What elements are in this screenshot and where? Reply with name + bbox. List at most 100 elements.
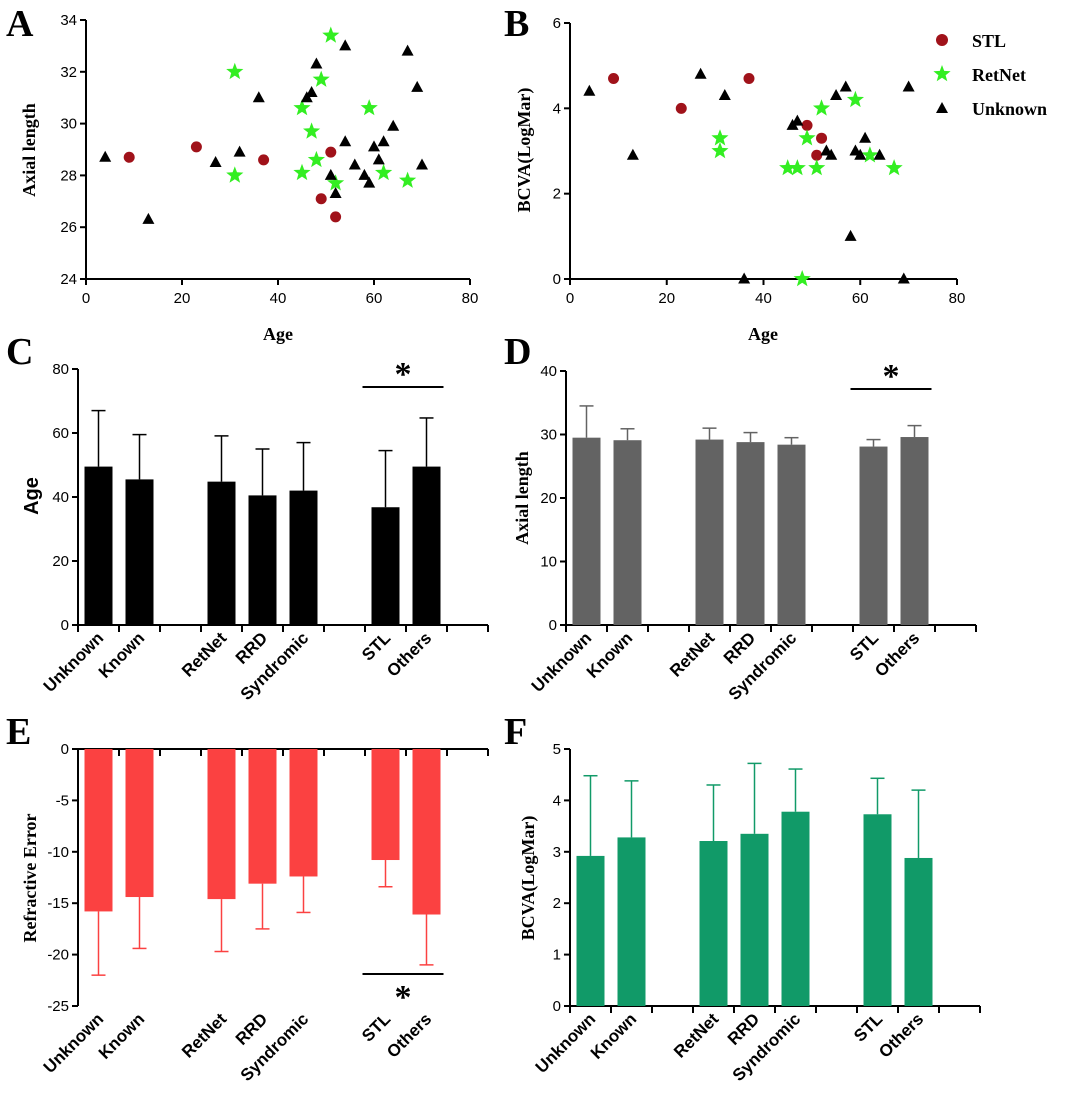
panel-a-point-stl <box>190 141 202 153</box>
panel-f-y-tick-label: 3 <box>553 844 561 861</box>
panel-f-y-tick-label: 2 <box>553 895 561 912</box>
legend-unknown-marker <box>936 102 948 113</box>
panel-a-point-unknown <box>99 150 112 162</box>
panel-b-y-tick-label: 6 <box>553 15 561 32</box>
panel-a-y-tick-label: 24 <box>60 271 77 288</box>
panel-f-bar-rrd <box>740 833 769 1006</box>
panel-a-point-unknown <box>233 145 246 157</box>
panel-a-y-label: Axial length <box>19 103 39 197</box>
panel-f-category-label: Others <box>875 1009 927 1061</box>
panel-b-point-stl <box>743 72 755 84</box>
panel-b-point-unknown <box>583 84 596 96</box>
panel-a-point-retnet <box>312 70 330 87</box>
panel-a-point-retnet <box>327 174 345 191</box>
panel-b-x-tick-label: 60 <box>852 290 869 307</box>
panel-b-point-retnet <box>861 146 879 163</box>
panel-b-point-unknown <box>854 148 867 160</box>
panel-a-point-unknown <box>358 168 371 180</box>
panel-b-x-tick-label: 0 <box>566 290 574 307</box>
panel-e-y-tick-label: 0 <box>61 741 69 758</box>
panel-a-point-stl <box>330 211 342 223</box>
panel-e-bar-stl <box>371 749 400 861</box>
panel-e-category-label: Known <box>95 1009 148 1062</box>
panel-a-point-retnet <box>307 150 325 168</box>
panel-a-point-unknown <box>324 168 337 180</box>
panel-f-category-label: RetNet <box>670 1009 722 1061</box>
panel-e-bar-others <box>412 749 441 915</box>
panel-d-category-label: Known <box>583 628 636 681</box>
panel-letter-e: E <box>6 711 31 753</box>
panel-e-bar-retnet <box>207 749 236 900</box>
panel-b-point-unknown <box>830 89 843 101</box>
panel-c-bar-stl <box>371 507 400 625</box>
panel-b-scatter: B Age BCVA(LogMar) STL RetNet Unknown 0 2… <box>504 3 1047 344</box>
panel-a-point-unknown <box>377 135 390 147</box>
panel-a-y-tick-label: 30 <box>60 116 77 133</box>
panel-a-scatter: A Age Axial length 24 26 28 30 32 34 0 20 40 60 80 <box>6 3 478 344</box>
panel-b-x-tick-label: 20 <box>658 290 675 307</box>
panel-d-y-tick-label: 0 <box>549 617 557 634</box>
panel-c-category-label: STL <box>358 628 394 664</box>
panel-d-y-label: Axial length <box>512 451 532 545</box>
panel-c-category-label: Unknown <box>40 628 108 696</box>
panel-a-point-unknown <box>387 119 400 131</box>
panel-a-y-tick-label: 26 <box>60 219 77 236</box>
panel-b-point-retnet <box>798 129 816 146</box>
panel-d-bar-rrd <box>736 442 765 625</box>
panel-e-y-tick-label: -15 <box>47 895 69 912</box>
legend-retnet-marker <box>933 65 951 82</box>
panel-a-point-retnet <box>322 26 340 43</box>
panel-f-y-tick-label: 1 <box>553 947 561 964</box>
panel-b-point-stl <box>811 149 823 161</box>
panel-d-bar-unknown <box>572 437 601 625</box>
panel-d-y-tick-label: 10 <box>540 554 557 571</box>
panel-a-y-tick-label: 28 <box>60 167 77 184</box>
panel-b-point-retnet <box>779 159 797 176</box>
panel-a-point-unknown <box>142 212 155 224</box>
panel-c-y-tick-label: 0 <box>61 617 69 634</box>
panel-f-bar-known <box>617 837 646 1006</box>
panel-a-point-stl <box>123 151 135 163</box>
panel-e-bar: E Refractive Error 0 -5 -10 -15 -20 -25Unknow… <box>6 711 489 1085</box>
panel-f-category-label: Known <box>587 1009 640 1062</box>
legend-retnet-label: RetNet <box>972 65 1026 85</box>
panel-e-y-tick-label: -5 <box>56 792 69 809</box>
panel-b-y-label: BCVA(LogMar) <box>514 88 535 213</box>
panel-a-point-unknown <box>329 187 342 199</box>
panel-d-bar-syndromic <box>777 444 806 625</box>
panel-d-y-tick-label: 40 <box>540 363 557 380</box>
panel-a-point-unknown <box>411 80 424 92</box>
panel-f-y-tick-label: 5 <box>553 741 561 758</box>
panel-b-x-tick-label: 40 <box>755 290 772 307</box>
panel-d-bar-retnet <box>695 439 724 625</box>
panel-b-point-unknown <box>897 272 910 284</box>
panel-d-category-label: STL <box>846 628 882 664</box>
panel-a-x-tick-label: 20 <box>174 290 191 307</box>
panel-b-point-unknown <box>791 114 804 126</box>
panel-b-point-unknown <box>694 67 707 79</box>
panel-b-point-unknown <box>844 229 857 241</box>
panel-f-bar-syndromic <box>781 811 810 1006</box>
panel-d-y-tick-label: 30 <box>540 427 557 444</box>
panel-a-y-tick-label: 34 <box>60 12 77 29</box>
panel-b-x-tick-label: 80 <box>949 290 966 307</box>
panel-d-category-label: Unknown <box>528 628 596 696</box>
panel-a-point-unknown <box>348 158 361 170</box>
panel-e-y-tick-label: -10 <box>47 844 69 861</box>
panel-c-bar-unknown <box>84 466 113 625</box>
panel-b-point-retnet <box>885 159 903 176</box>
panel-a-point-retnet <box>293 99 311 116</box>
panel-e-category-label: Others <box>383 1009 435 1061</box>
panel-a-point-unknown <box>339 39 352 51</box>
panel-a-point-unknown <box>372 153 385 165</box>
panel-c-bar-retnet <box>207 481 236 625</box>
panel-letter-f: F <box>504 711 527 753</box>
legend-stl-marker <box>936 34 948 46</box>
panel-c-category-label: Others <box>383 628 435 680</box>
panel-a-point-unknown <box>401 44 414 56</box>
panel-b-point-unknown <box>873 148 886 160</box>
panel-e-category-label: Unknown <box>40 1009 108 1077</box>
panel-f-y-tick-label: 4 <box>553 792 561 809</box>
panel-e-y-label: Refractive Error <box>20 813 40 942</box>
